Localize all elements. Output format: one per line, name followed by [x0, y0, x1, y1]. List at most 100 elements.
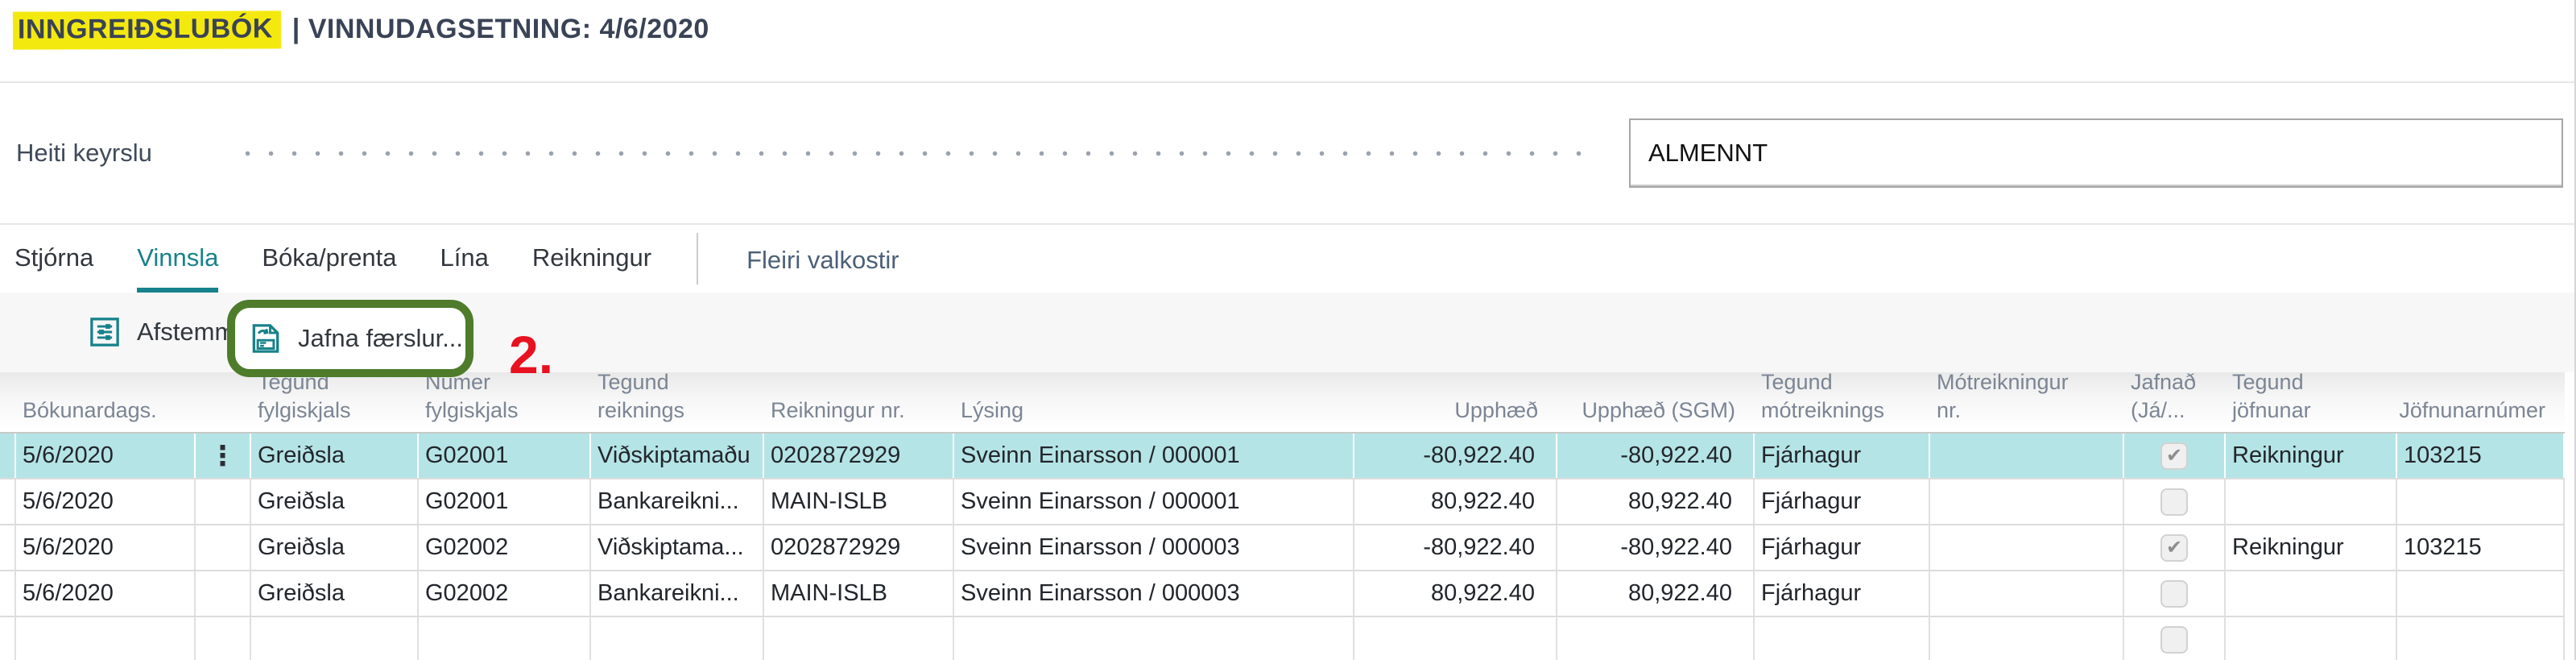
cell-document-type[interactable]: Greiðsla — [251, 525, 419, 570]
cell-account-type[interactable] — [591, 617, 764, 660]
cell-amount-lcy[interactable]: 80,922.40 — [1557, 479, 1755, 524]
row-menu-button[interactable] — [196, 525, 251, 570]
column-header-applied[interactable]: Jafnað (Já/... — [2131, 372, 2197, 422]
cell-document-no[interactable]: G02001 — [419, 479, 591, 524]
table-row[interactable]: 5/6/2020 Greiðsla G02002 Bankareikni... MAIN… — [0, 571, 2565, 617]
column-header-doc-type[interactable]: Tegund fylgiskjals — [258, 372, 351, 422]
column-header-applies-to-doc-type[interactable]: Tegund jöfnunar — [2232, 372, 2311, 422]
cell-description[interactable]: Sveinn Einarsson / 000003 — [954, 571, 1354, 616]
column-header-account-type[interactable]: Tegund reiknings — [597, 372, 685, 422]
row-menu-dots-icon[interactable]: ⋮ — [209, 440, 237, 471]
cell-document-no[interactable]: G02001 — [419, 434, 591, 478]
cell-applies-to-doc-type[interactable] — [2226, 571, 2397, 616]
cell-applies-to-doc-no[interactable] — [2397, 479, 2565, 524]
cell-account-type[interactable]: Viðskiptama... — [591, 525, 764, 570]
column-header-doc-no[interactable]: Númer fylgiskjals — [425, 372, 519, 422]
cell-applies-to-doc-no[interactable]: 103215 — [2397, 434, 2565, 478]
cell-bal-account-no[interactable] — [1930, 617, 2124, 660]
cell-account-no[interactable] — [764, 617, 954, 660]
table-row[interactable] — [0, 617, 2565, 660]
row-menu-button[interactable] — [196, 617, 251, 660]
column-header-bal-account-no[interactable]: Mótreikningur nr. — [1937, 372, 2069, 422]
column-header-amount-lcy[interactable]: Upphæð (SGM) — [1582, 398, 1735, 422]
cell-account-type[interactable]: Bankareikni... — [591, 479, 764, 524]
cell-bal-account-type[interactable]: Fjárhagur — [1755, 525, 1930, 570]
applied-checkbox[interactable] — [2160, 625, 2188, 654]
table-row[interactable]: 5/6/2020 ⋮ Greiðsla G02001 Viðskiptamaðu 0202… — [0, 434, 2565, 479]
cell-amount[interactable]: 80,922.40 — [1354, 479, 1557, 524]
cell-posting-date[interactable] — [16, 617, 196, 660]
cell-account-no[interactable]: MAIN-ISLB — [764, 479, 954, 524]
cell-bal-account-type[interactable] — [1755, 617, 1930, 660]
cell-document-type[interactable]: Greiðsla — [251, 479, 419, 524]
cell-applied[interactable] — [2124, 571, 2226, 616]
cell-applies-to-doc-no[interactable]: 103215 — [2397, 525, 2565, 570]
cell-account-type[interactable]: Viðskiptamaðu — [591, 434, 764, 478]
cell-amount[interactable]: -80,922.40 — [1354, 525, 1557, 570]
cell-document-type[interactable] — [251, 617, 419, 660]
table-row[interactable]: 5/6/2020 Greiðsla G02002 Viðskiptama... 0202… — [0, 525, 2565, 571]
cell-account-no[interactable]: 0202872929 — [764, 525, 954, 570]
cell-description[interactable]: Sveinn Einarsson / 000001 — [954, 479, 1354, 524]
cell-applies-to-doc-no[interactable] — [2397, 571, 2565, 616]
row-selector[interactable] — [0, 617, 16, 660]
column-header-posting-date[interactable]: Bókunardags. — [23, 398, 157, 422]
cell-document-type[interactable]: Greiðsla — [251, 434, 419, 478]
cell-posting-date[interactable]: 5/6/2020 — [16, 571, 196, 616]
row-menu-button[interactable] — [196, 571, 251, 616]
cell-account-no[interactable]: 0202872929 — [764, 434, 954, 478]
cell-document-no[interactable] — [419, 617, 591, 660]
cell-posting-date[interactable]: 5/6/2020 — [16, 434, 196, 478]
cell-applies-to-doc-type[interactable]: Reikningur — [2226, 525, 2397, 570]
cell-description[interactable]: Sveinn Einarsson / 000001 — [954, 434, 1354, 478]
batch-name-input[interactable] — [1629, 118, 2563, 188]
column-header-amount[interactable]: Upphæð — [1454, 398, 1538, 422]
column-header-applies-to-doc-no[interactable]: Jöfnunarnúmer — [2399, 398, 2545, 422]
row-selector[interactable] — [0, 571, 16, 616]
row-menu-button[interactable] — [196, 479, 251, 524]
cell-bal-account-no[interactable] — [1930, 525, 2124, 570]
applied-checkbox[interactable] — [2160, 579, 2188, 608]
cell-bal-account-type[interactable]: Fjárhagur — [1755, 434, 1930, 478]
tab-boka-prenta[interactable]: Bóka/prenta — [262, 243, 397, 272]
cell-account-no[interactable]: MAIN-ISLB — [764, 571, 954, 616]
cell-bal-account-no[interactable] — [1930, 571, 2124, 616]
column-header-description[interactable]: Lýsing — [961, 398, 1024, 422]
cell-document-no[interactable]: G02002 — [419, 571, 591, 616]
applied-checkbox[interactable] — [2160, 488, 2188, 516]
column-header-bal-account-type[interactable]: Tegund mótreiknings — [1761, 372, 1885, 422]
cell-description[interactable]: Sveinn Einarsson / 000003 — [954, 525, 1354, 570]
cell-applied[interactable] — [2124, 617, 2226, 660]
cell-bal-account-no[interactable] — [1930, 479, 2124, 524]
cell-applies-to-doc-type[interactable]: Reikningur — [2226, 434, 2397, 478]
reconcile-button[interactable]: Afstemma — [87, 314, 250, 350]
cell-account-type[interactable]: Bankareikni... — [591, 571, 764, 616]
apply-entries-button[interactable]: Jafna færslur... — [248, 321, 463, 356]
cell-posting-date[interactable]: 5/6/2020 — [16, 525, 196, 570]
cell-amount[interactable] — [1354, 617, 1557, 660]
cell-document-no[interactable]: G02002 — [419, 525, 591, 570]
applied-checkbox[interactable] — [2160, 442, 2188, 470]
tab-lina[interactable]: Lína — [440, 243, 489, 272]
row-selector[interactable] — [0, 434, 16, 478]
column-header-account-no[interactable]: Reikningur nr. — [771, 398, 905, 422]
tab-reikningur[interactable]: Reikningur — [531, 243, 652, 272]
cell-posting-date[interactable]: 5/6/2020 — [16, 479, 196, 524]
row-menu-button[interactable]: ⋮ — [196, 434, 251, 478]
cell-amount-lcy[interactable]: 80,922.40 — [1557, 571, 1755, 616]
cell-applied[interactable] — [2124, 525, 2226, 570]
more-options-button[interactable]: Fleiri valkostir — [746, 246, 899, 274]
cell-applies-to-doc-no[interactable] — [2397, 617, 2565, 660]
cell-applied[interactable] — [2124, 479, 2226, 524]
tab-stjorna[interactable]: Stjórna — [14, 243, 94, 272]
cell-bal-account-type[interactable]: Fjárhagur — [1755, 479, 1930, 524]
cell-applied[interactable] — [2124, 434, 2226, 478]
cell-description[interactable] — [954, 617, 1354, 660]
cell-amount-lcy[interactable]: -80,922.40 — [1557, 434, 1755, 478]
cell-document-type[interactable]: Greiðsla — [251, 571, 419, 616]
cell-bal-account-type[interactable]: Fjárhagur — [1755, 571, 1930, 616]
tab-vinnsla[interactable]: Vinnsla — [137, 225, 219, 293]
applied-checkbox[interactable] — [2160, 533, 2188, 562]
row-selector[interactable] — [0, 525, 16, 570]
table-row[interactable]: 5/6/2020 Greiðsla G02001 Bankareikni... MAIN… — [0, 479, 2565, 525]
